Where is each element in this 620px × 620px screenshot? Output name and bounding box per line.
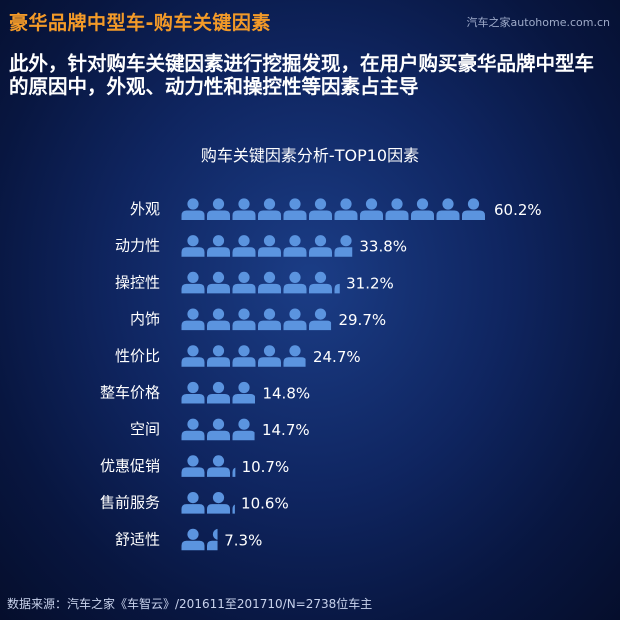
person-icon bbox=[462, 198, 485, 220]
person-icon bbox=[232, 308, 256, 331]
person-icon bbox=[411, 198, 434, 220]
category-label: 性价比 bbox=[115, 347, 160, 365]
person-icon bbox=[207, 381, 230, 404]
person-icon bbox=[232, 271, 256, 294]
person-icon bbox=[232, 418, 255, 441]
bar-row bbox=[181, 198, 485, 220]
person-icon bbox=[232, 381, 256, 404]
person-icon bbox=[181, 418, 205, 441]
person-icon bbox=[207, 455, 230, 477]
value-label: 33.8% bbox=[359, 238, 407, 256]
person-icon bbox=[207, 492, 230, 514]
person-icon bbox=[232, 345, 256, 367]
person-icon bbox=[232, 235, 256, 257]
subheading: 此外，针对购车关键因素进行挖掘发现，在用户购买豪华品牌中型车的原因中，外观、动力… bbox=[9, 52, 595, 98]
person-icon bbox=[181, 198, 205, 220]
watermark: 汽车之家autohome.com.cn bbox=[466, 16, 610, 29]
category-label: 售前服务 bbox=[100, 494, 160, 512]
bar-row bbox=[181, 381, 256, 404]
page-title: 豪华品牌中型车-购车关键因素 bbox=[9, 12, 271, 34]
person-icon bbox=[309, 235, 332, 257]
category-label: 整车价格 bbox=[100, 384, 160, 402]
person-icon bbox=[360, 198, 383, 220]
person-icon bbox=[258, 271, 281, 294]
value-label: 10.7% bbox=[242, 458, 290, 476]
person-icon bbox=[283, 271, 307, 294]
person-icon bbox=[334, 235, 353, 257]
person-icon bbox=[181, 492, 205, 514]
category-label: 内饰 bbox=[130, 310, 160, 328]
bar-row bbox=[181, 418, 255, 441]
person-icon bbox=[232, 198, 256, 220]
bar-row bbox=[181, 528, 218, 551]
category-label: 空间 bbox=[130, 420, 160, 438]
category-label: 动力性 bbox=[115, 237, 160, 255]
person-icon bbox=[385, 198, 409, 220]
person-icon bbox=[283, 198, 307, 220]
person-icon bbox=[258, 308, 281, 331]
person-icon bbox=[181, 528, 205, 551]
category-label: 舒适性 bbox=[115, 530, 160, 548]
value-label: 14.8% bbox=[262, 385, 310, 403]
person-icon bbox=[258, 345, 281, 367]
person-icon bbox=[207, 198, 230, 220]
category-label: 外观 bbox=[130, 200, 160, 218]
person-icon bbox=[309, 198, 332, 220]
value-label: 10.6% bbox=[241, 495, 289, 513]
person-icon bbox=[258, 235, 281, 257]
value-label: 31.2% bbox=[346, 274, 394, 292]
person-icon bbox=[258, 198, 281, 220]
chart-title: 购车关键因素分析-TOP10因素 bbox=[200, 146, 420, 165]
data-source-note: 数据来源：汽车之家《车智云》/201611至201710/N=2738位车主 bbox=[7, 597, 373, 611]
bar-row bbox=[181, 235, 353, 257]
person-icon bbox=[283, 345, 306, 367]
person-icon bbox=[181, 345, 205, 367]
value-label: 24.7% bbox=[313, 348, 361, 366]
person-icon bbox=[207, 418, 230, 441]
category-label: 优惠促销 bbox=[100, 457, 160, 475]
bar-row bbox=[181, 308, 332, 331]
value-label: 60.2% bbox=[494, 201, 542, 219]
person-icon bbox=[334, 198, 358, 220]
person-icon bbox=[309, 308, 332, 331]
category-label: 操控性 bbox=[115, 273, 160, 291]
bar-row bbox=[181, 271, 340, 294]
person-icon bbox=[207, 528, 218, 551]
bar-row bbox=[181, 345, 306, 367]
bar-row bbox=[181, 455, 236, 477]
person-icon bbox=[232, 504, 235, 514]
person-icon bbox=[309, 271, 332, 294]
value-label: 14.7% bbox=[262, 421, 310, 439]
value-label: 29.7% bbox=[338, 311, 386, 329]
value-label: 7.3% bbox=[224, 531, 262, 549]
person-icon bbox=[207, 345, 230, 367]
person-icon bbox=[181, 381, 205, 404]
person-icon bbox=[181, 308, 205, 331]
person-icon bbox=[334, 283, 340, 294]
person-icon bbox=[436, 198, 460, 220]
bar-row bbox=[181, 492, 235, 514]
person-icon bbox=[232, 467, 236, 477]
person-icon bbox=[181, 271, 205, 294]
person-icon bbox=[207, 235, 230, 257]
person-icon bbox=[181, 455, 205, 477]
person-icon bbox=[283, 308, 307, 331]
person-icon bbox=[181, 235, 205, 257]
person-icon bbox=[283, 235, 307, 257]
person-icon bbox=[207, 271, 230, 294]
person-icon bbox=[207, 308, 230, 331]
